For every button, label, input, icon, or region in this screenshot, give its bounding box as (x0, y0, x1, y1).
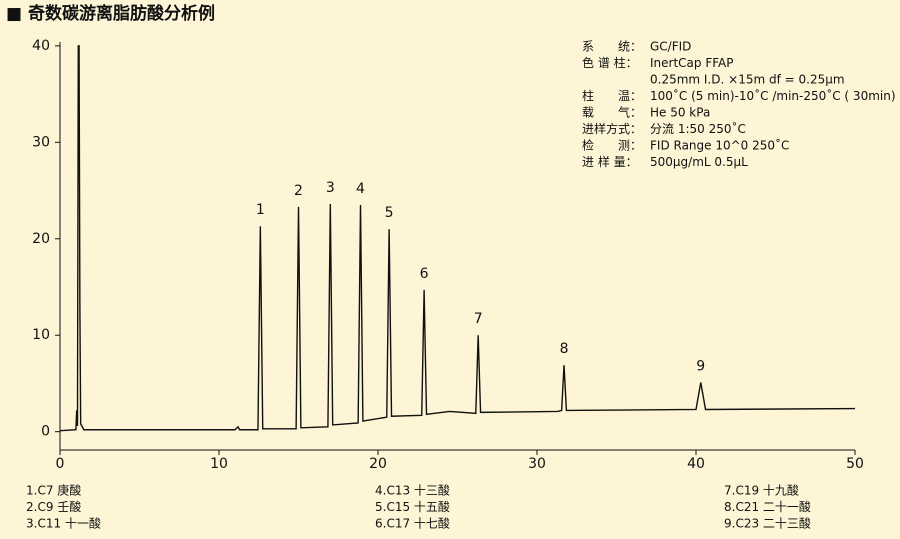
peak-label: 5 (385, 205, 394, 221)
peak-name: 7.C19 十九酸 (724, 483, 799, 498)
peak-name: 4.C13 十三酸 (375, 483, 450, 498)
peak-label: 9 (696, 358, 705, 374)
y-tick-label: 10 (32, 327, 50, 343)
condition-value: He 50 kPa (650, 106, 710, 120)
peak-name: 9.C23 二十三酸 (724, 516, 811, 531)
condition-value: 分流 1:50 250˚C (650, 121, 746, 136)
y-tick-label: 20 (32, 231, 50, 247)
peak-name: 6.C17 十七酸 (375, 516, 450, 531)
condition-label: 载 气： (582, 105, 642, 120)
condition-value: FID Range 10^0 250˚C (650, 138, 789, 153)
x-tick-label: 40 (687, 456, 705, 472)
x-tick-label: 20 (369, 456, 387, 472)
peak-name: 2.C9 壬酸 (26, 499, 81, 514)
trace-line (59, 45, 856, 432)
peak-label: 3 (326, 180, 335, 196)
y-tick-label: 0 (41, 424, 50, 440)
condition-value: GC/FID (650, 40, 691, 54)
peak-name: 3.C11 十一酸 (26, 516, 101, 531)
condition-label: 进 样 量： (582, 154, 638, 169)
condition-value: InertCap FFAP (650, 56, 733, 70)
condition-label: 色 谱 柱： (582, 55, 638, 70)
peak-name: 1.C7 庚酸 (26, 483, 81, 498)
x-tick-label: 0 (56, 456, 65, 472)
condition-label: 柱 温： (582, 88, 642, 103)
y-tick-label: 40 (32, 38, 50, 54)
condition-label: 检 测： (582, 138, 642, 153)
condition-label: 系 统： (582, 40, 642, 54)
condition-value: 0.25mm I.D. ×15m df = 0.25μm (650, 73, 845, 87)
peak-label: 6 (420, 266, 429, 282)
condition-value: 100˚C (5 min)-10˚C /min-250˚C ( 30min) (650, 88, 896, 103)
peak-label: 2 (294, 183, 303, 199)
peak-label: 8 (560, 341, 569, 357)
condition-label: 进样方式： (582, 121, 642, 136)
x-tick-label: 30 (528, 456, 546, 472)
peak-name: 5.C15 十五酸 (375, 499, 450, 514)
peak-label: 7 (474, 311, 483, 327)
x-tick-label: 10 (210, 456, 228, 472)
peak-name: 8.C21 二十一酸 (724, 499, 811, 514)
peak-label: 1 (256, 202, 265, 218)
chart-title: ■ 奇数碳游离脂肪酸分析例 (6, 3, 215, 24)
y-tick-label: 30 (32, 134, 50, 150)
x-tick-label: 50 (846, 456, 864, 472)
peak-label: 4 (356, 181, 365, 197)
condition-value: 500μg/mL 0.5μL (650, 155, 748, 169)
